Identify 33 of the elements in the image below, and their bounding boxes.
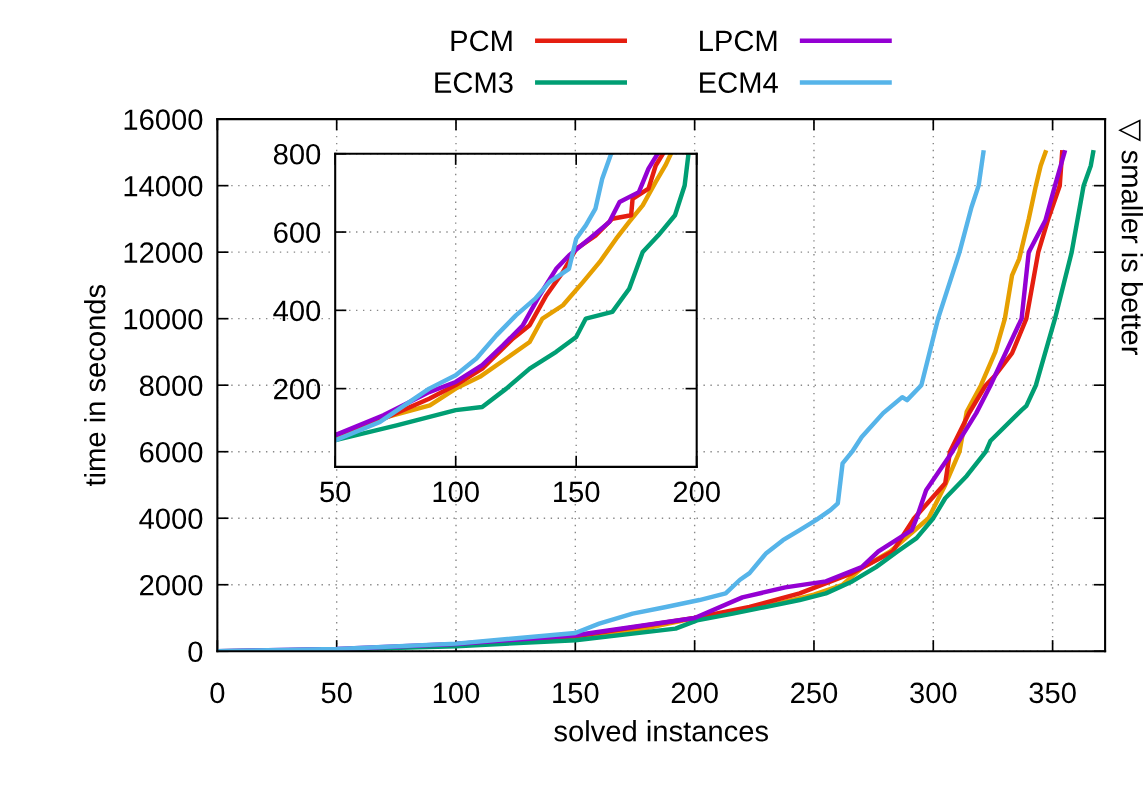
x-tick-label: 50 <box>321 682 352 704</box>
x-tick-label: 150 <box>554 481 600 503</box>
y-tick-label: 0 <box>188 641 203 663</box>
y-tick-label: 200 <box>274 378 321 400</box>
x-tick-label: 100 <box>433 682 480 704</box>
y-tick-label: 400 <box>273 300 321 322</box>
legend-label: ECM3 <box>435 72 513 93</box>
x-tick-label: 200 <box>673 481 720 503</box>
x-tick-label: 350 <box>1029 682 1076 704</box>
y-tick-label: 14000 <box>124 175 203 197</box>
y-tick-label: 8000 <box>139 375 203 397</box>
x-tick-label: 200 <box>671 682 718 704</box>
y-tick-label: 10000 <box>124 308 203 330</box>
y-tick-label: 16000 <box>124 109 203 130</box>
y-tick-label: 2000 <box>140 574 203 596</box>
x-tick-label: 50 <box>320 481 351 503</box>
x-tick-label: 100 <box>433 481 479 503</box>
y-tick-label: 600 <box>274 222 321 243</box>
y-tick-label: 4000 <box>139 508 203 530</box>
legend-label: PCM <box>451 30 512 52</box>
y-tick-label: 6000 <box>140 441 203 463</box>
y-tick-label: 12000 <box>124 242 203 264</box>
line-series <box>335 153 614 443</box>
x-tick-label: 0 <box>210 682 225 704</box>
x-tick-label: 250 <box>791 682 838 704</box>
x-tick-label: 150 <box>553 682 599 704</box>
x-axis-title: solved instances <box>554 720 768 742</box>
y-axis-title: time in seconds <box>84 284 106 487</box>
legend-label: LPCM <box>700 30 777 52</box>
text: ▽ smaller is better <box>1118 119 1143 356</box>
x-tick-label: 300 <box>910 682 957 704</box>
legend-label: ECM4 <box>700 72 778 93</box>
y-tick-label: 800 <box>273 143 321 165</box>
